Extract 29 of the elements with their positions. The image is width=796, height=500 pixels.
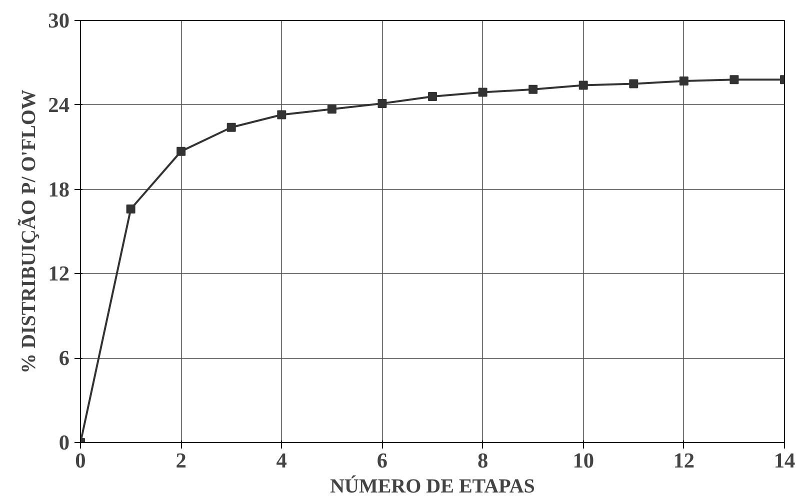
x-tick-label: 14 — [774, 448, 796, 472]
point — [578, 80, 588, 90]
point — [226, 122, 236, 132]
x-tick-label: 12 — [673, 448, 695, 472]
y-tick-label: 12 — [48, 262, 70, 286]
point — [629, 79, 638, 88]
y-tick-label: 6 — [58, 346, 70, 370]
x-tick-label: 0 — [75, 448, 86, 472]
point — [428, 92, 437, 101]
point — [730, 75, 739, 84]
point — [679, 76, 688, 86]
point — [176, 146, 186, 156]
y-axis-title: % DISTRIBUIÇÃO P/ O'FLOW — [17, 90, 40, 374]
point — [126, 204, 136, 214]
x-tick-label: 2 — [176, 448, 186, 472]
x-tick-label: 4 — [276, 448, 288, 472]
x-axis-title: NÚMERO DE ETAPAS — [330, 474, 535, 498]
x-tick-label: 8 — [477, 448, 488, 472]
y-tick-label: 24 — [48, 92, 70, 117]
point — [327, 104, 336, 114]
point — [277, 110, 286, 120]
point — [478, 88, 488, 97]
x-tick-label: 10 — [572, 448, 594, 472]
point — [378, 98, 387, 108]
y-tick-label: 30 — [48, 8, 70, 32]
point — [528, 84, 538, 94]
y-tick-label: 0 — [58, 430, 70, 454]
y-tick-label: 18 — [48, 177, 70, 202]
x-tick-label: 6 — [376, 448, 388, 472]
